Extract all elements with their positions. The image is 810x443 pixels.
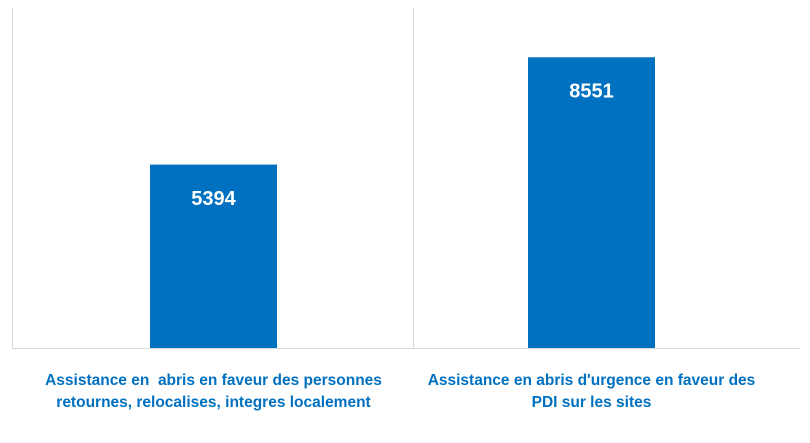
bar bbox=[528, 57, 655, 349]
x-tick-label: Assistance en abris en faveur des person… bbox=[45, 372, 387, 411]
x-tick-label: Assistance en abris d'urgence en faveur … bbox=[427, 372, 760, 411]
bar bbox=[150, 164, 277, 348]
value-label: 5394 bbox=[191, 188, 236, 210]
value-label: 8551 bbox=[569, 81, 614, 103]
